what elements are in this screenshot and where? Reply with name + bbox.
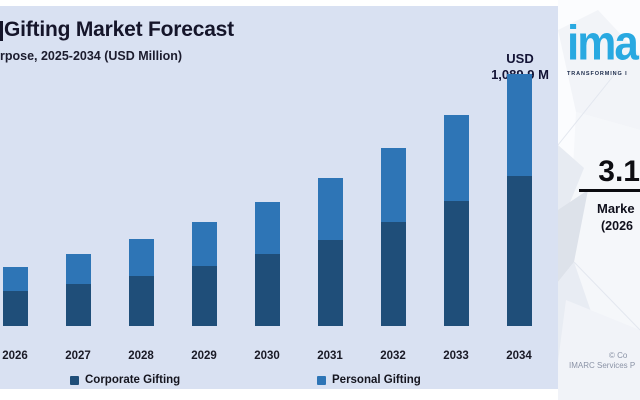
legend-item-corporate: Corporate Gifting [70,374,180,386]
bar-2027-personal-segment [65,254,91,284]
cagr-period: (2026 [601,219,633,233]
bar-2030-corporate-segment [254,254,280,326]
cagr-underline-rule [579,189,640,192]
cagr-value: 3.1 [598,155,640,188]
bar-2028 [128,239,154,326]
x-axis-label-2031: 2031 [317,350,343,362]
bar-2028-corporate-segment [128,276,154,326]
bar-2031 [317,178,343,326]
bar-2030 [254,202,280,326]
x-axis-label-2028: 2028 [128,350,154,362]
legend-item-personal: Personal Gifting [317,374,421,386]
x-axis-label-2032: 2032 [380,350,406,362]
bar-2032-personal-segment [380,148,406,222]
copyright-line-2: IMARC Services P [569,361,636,370]
legend-swatch-personal [317,375,326,385]
bar-2032-corporate-segment [380,222,406,326]
clipped-letter-fragment [0,21,3,41]
cagr-label: Marke [597,201,635,216]
bar-2026 [2,267,28,326]
bar-2033 [443,115,469,326]
imarc-logo-wordmark: ima [567,16,639,71]
x-axis-label-2029: 2029 [191,350,217,362]
bar-2034-corporate-segment [506,176,532,326]
bar-2031-corporate-segment [317,240,343,326]
bar-2029-corporate-segment [191,266,217,326]
bar-2026-personal-segment [2,267,28,291]
x-axis-label-2034: 2034 [506,350,532,362]
imarc-tagline: TRANSFORMING I [567,71,628,77]
x-axis-label-2026: 2026 [2,350,28,362]
low-poly-background-pattern [558,0,640,400]
bar-2028-personal-segment [128,239,154,276]
bar-2030-personal-segment [254,202,280,254]
bar-2034 [506,74,532,326]
brand-panel [558,0,640,400]
bar-2029-personal-segment [191,222,217,266]
bar-2032 [380,148,406,326]
legend-label-corporate: Corporate Gifting [85,374,181,386]
bar-2033-corporate-segment [443,201,469,326]
legend-swatch-corporate [70,375,79,385]
bar-2027 [65,254,91,326]
bar-2027-corporate-segment [65,284,91,326]
copyright-line-1: © Co [609,351,628,360]
bar-2034-personal-segment [506,74,532,176]
bar-2031-personal-segment [317,178,343,240]
x-axis-label-2033: 2033 [443,350,469,362]
chart-panel: Gifting Market Forecast rpose, 2025-2034… [0,6,558,389]
x-axis-label-2030: 2030 [254,350,280,362]
bar-2029 [191,222,217,326]
bar-2033-personal-segment [443,115,469,201]
chart-subtitle: rpose, 2025-2034 (USD Million) [0,49,183,63]
legend-label-personal: Personal Gifting [332,374,421,386]
value-callout-currency: USD [506,51,534,66]
x-axis-label-2027: 2027 [65,350,91,362]
bar-2026-corporate-segment [2,291,28,326]
chart-title: Gifting Market Forecast [4,18,234,41]
